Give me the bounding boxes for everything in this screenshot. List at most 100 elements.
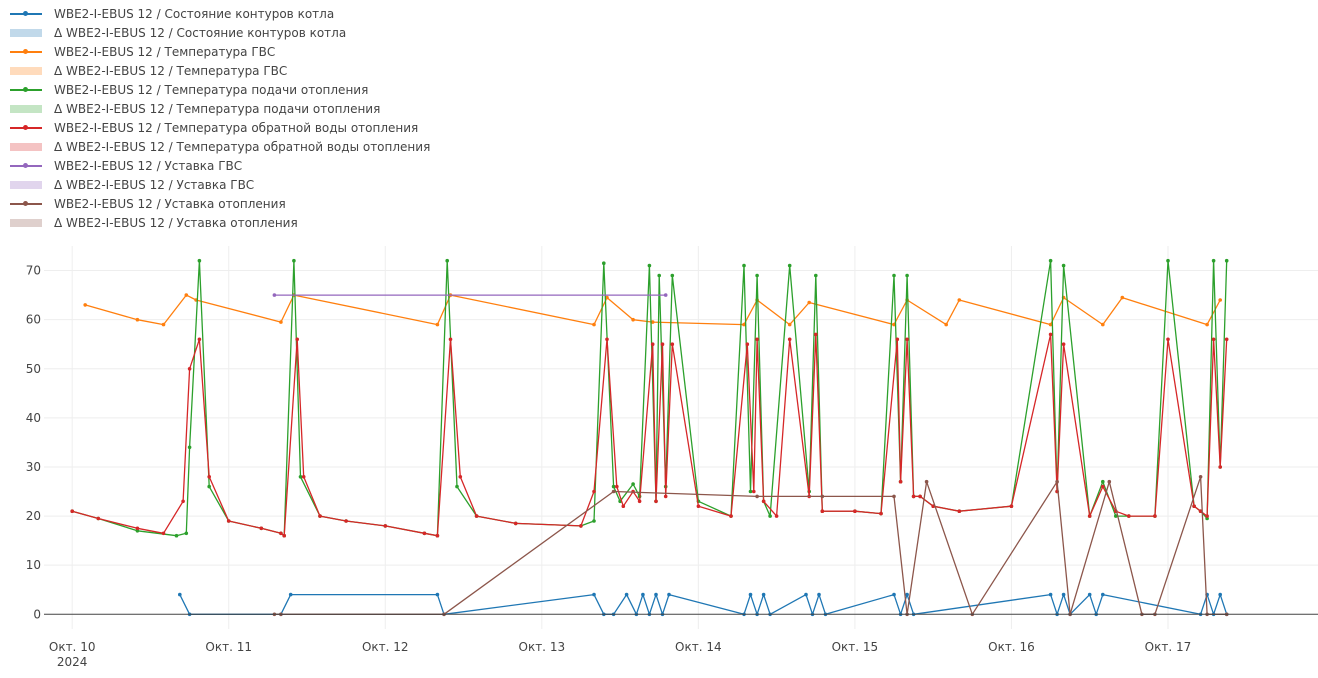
- data-point: [924, 479, 929, 484]
- data-point: [804, 592, 808, 597]
- data-point: [292, 258, 296, 263]
- data-point: [96, 516, 101, 521]
- data-point: [895, 337, 900, 342]
- legend-band-swatch: [10, 140, 42, 154]
- legend-item[interactable]: WBE2-I-EBUS 12 / Уставка ГВС: [10, 156, 430, 175]
- data-point: [272, 293, 277, 297]
- data-point: [667, 592, 671, 597]
- legend-item[interactable]: WBE2-I-EBUS 12 / Температура ГВС: [10, 42, 430, 61]
- data-point: [879, 511, 883, 516]
- data-point: [905, 337, 909, 342]
- legend-label: WBE2-I-EBUS 12 / Уставка ГВС: [54, 158, 243, 173]
- data-point: [761, 499, 766, 504]
- data-point: [135, 317, 140, 322]
- data-point: [774, 514, 779, 518]
- legend-item[interactable]: Δ WBE2-I-EBUS 12 / Уставка ГВС: [10, 175, 430, 194]
- data-point: [944, 322, 948, 327]
- data-point: [135, 526, 140, 531]
- data-point: [820, 509, 825, 513]
- data-point: [611, 489, 616, 494]
- x-tick-label: Окт. 13: [519, 640, 566, 654]
- series-2: [70, 258, 1229, 538]
- series-3: [70, 332, 1229, 538]
- y-tick-label: 10: [26, 558, 41, 572]
- data-point: [663, 293, 668, 297]
- data-point: [1048, 332, 1053, 337]
- data-point: [1198, 475, 1203, 479]
- legend-item[interactable]: Δ WBE2-I-EBUS 12 / Температура ГВС: [10, 61, 430, 80]
- data-point: [301, 475, 306, 479]
- data-point: [957, 298, 962, 302]
- data-point: [602, 261, 606, 266]
- legend-line-swatch: [10, 83, 42, 97]
- data-point: [295, 337, 300, 342]
- data-point: [745, 342, 750, 347]
- data-point: [650, 320, 655, 324]
- data-layer: [70, 258, 1229, 617]
- data-point: [181, 499, 185, 504]
- data-point: [1061, 263, 1066, 268]
- legend-item[interactable]: Δ WBE2-I-EBUS 12 / Состояние контуров ко…: [10, 23, 430, 42]
- legend-item[interactable]: Δ WBE2-I-EBUS 12 / Уставка отопления: [10, 213, 430, 232]
- legend-line-swatch: [10, 197, 42, 211]
- data-point: [592, 519, 596, 523]
- data-point: [1218, 465, 1222, 469]
- data-point: [611, 484, 616, 489]
- data-point: [1087, 592, 1092, 597]
- y-tick-label: 60: [26, 313, 41, 327]
- data-point: [631, 317, 635, 322]
- x-tick-label: Окт. 14: [675, 640, 722, 654]
- data-point: [820, 494, 825, 499]
- data-point: [853, 509, 857, 513]
- data-point: [135, 529, 140, 533]
- data-point: [898, 479, 903, 484]
- data-point: [161, 322, 166, 327]
- data-point: [605, 337, 609, 342]
- y-tick-label: 40: [26, 411, 41, 425]
- data-point: [1198, 509, 1203, 513]
- data-point: [654, 499, 658, 504]
- legend-label: Δ WBE2-I-EBUS 12 / Температура ГВС: [54, 63, 288, 78]
- legend-item[interactable]: WBE2-I-EBUS 12 / Температура обратной во…: [10, 118, 430, 137]
- x-tick-label: Окт. 10: [49, 640, 96, 654]
- data-point: [226, 519, 231, 523]
- data-point: [435, 322, 440, 327]
- legend-item[interactable]: WBE2-I-EBUS 12 / Уставка отопления: [10, 194, 430, 213]
- data-point: [647, 263, 652, 268]
- y-tick-label: 50: [26, 362, 41, 376]
- data-point: [1224, 337, 1229, 342]
- legend-item[interactable]: WBE2-I-EBUS 12 / Состояние контуров котл…: [10, 4, 430, 23]
- data-point: [892, 494, 896, 499]
- legend-item[interactable]: Δ WBE2-I-EBUS 12 / Температура подачи от…: [10, 99, 430, 118]
- y-tick-label: 30: [26, 460, 41, 474]
- x-tick-label: Окт. 11: [205, 640, 252, 654]
- data-point: [279, 531, 283, 536]
- data-point: [513, 521, 518, 526]
- data-point: [654, 592, 658, 597]
- data-point: [1166, 258, 1170, 263]
- data-point: [761, 592, 766, 597]
- data-point: [742, 322, 746, 327]
- data-point: [592, 592, 596, 597]
- legend-label: Δ WBE2-I-EBUS 12 / Состояние контуров ко…: [54, 25, 347, 40]
- legend-item[interactable]: Δ WBE2-I-EBUS 12 / Температура обратной …: [10, 137, 430, 156]
- data-point: [637, 499, 642, 504]
- series-line: [85, 294, 1221, 326]
- data-point: [615, 484, 619, 489]
- data-point: [670, 273, 675, 278]
- data-point: [448, 337, 453, 342]
- data-point: [729, 514, 733, 518]
- data-point: [207, 475, 211, 479]
- legend-label: Δ WBE2-I-EBUS 12 / Температура обратной …: [54, 139, 431, 154]
- data-point: [474, 514, 479, 518]
- data-point: [288, 592, 293, 597]
- data-point: [422, 531, 427, 536]
- legend-item[interactable]: WBE2-I-EBUS 12 / Температура подачи отоп…: [10, 80, 430, 99]
- data-point: [787, 322, 792, 327]
- y-tick-label: 20: [26, 509, 41, 523]
- data-point: [752, 489, 756, 494]
- data-point: [184, 293, 189, 297]
- data-point: [1055, 479, 1059, 484]
